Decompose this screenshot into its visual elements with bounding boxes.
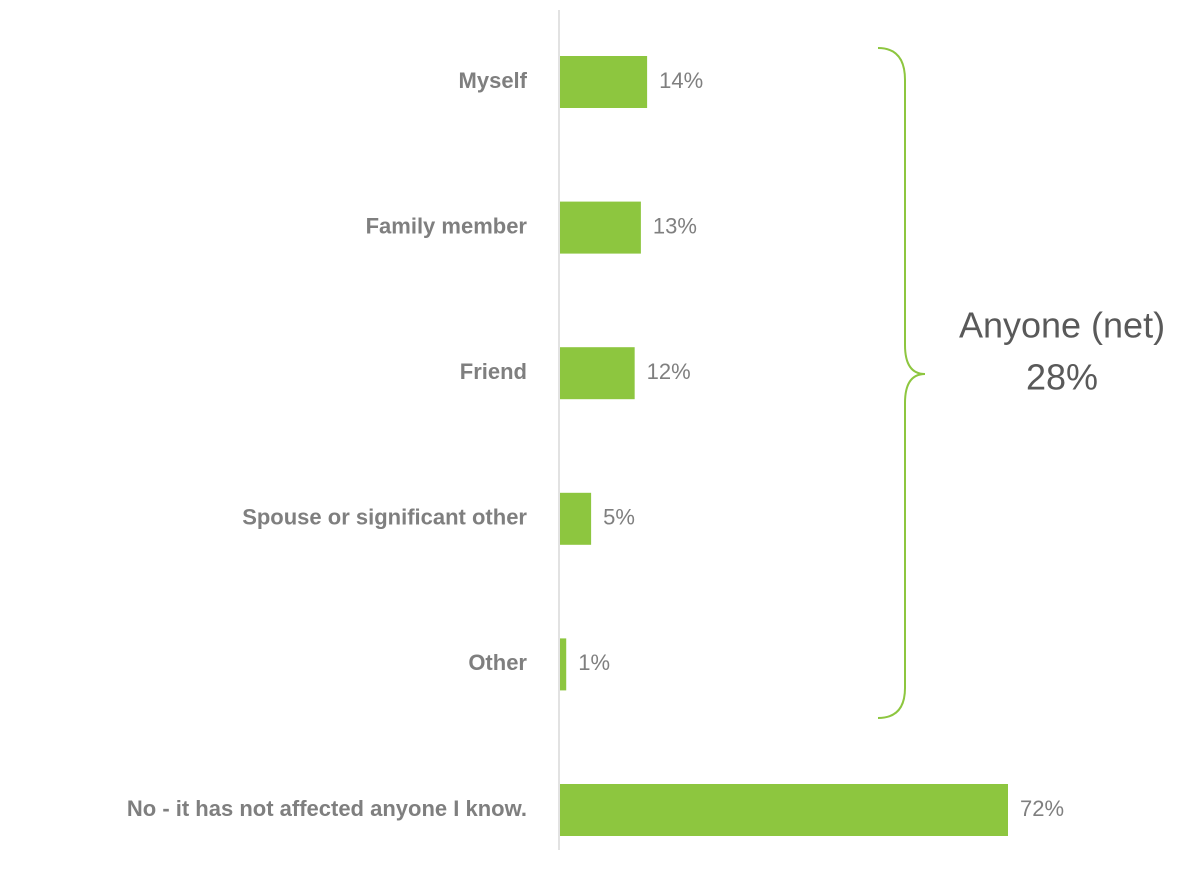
- category-label: No - it has not affected anyone I know.: [127, 796, 527, 821]
- bar: [560, 492, 592, 545]
- value-label: 5%: [603, 505, 635, 530]
- value-label: 14%: [659, 68, 703, 93]
- bar: [560, 784, 1008, 836]
- value-label: 12%: [647, 359, 691, 384]
- bar: [560, 638, 567, 691]
- annotation-value: 28%: [1026, 357, 1098, 398]
- bar: [560, 201, 641, 254]
- category-label: Spouse or significant other: [242, 505, 527, 530]
- category-label: Other: [468, 650, 527, 675]
- category-label: Myself: [459, 68, 528, 93]
- category-label: Friend: [460, 359, 527, 384]
- annotation-label: Anyone (net): [959, 305, 1165, 346]
- value-label: 13%: [653, 213, 697, 238]
- bar: [560, 56, 648, 108]
- category-label: Family member: [366, 213, 528, 238]
- value-label: 1%: [578, 650, 610, 675]
- bar: [560, 347, 635, 400]
- value-label: 72%: [1020, 796, 1064, 821]
- brace: [877, 47, 926, 719]
